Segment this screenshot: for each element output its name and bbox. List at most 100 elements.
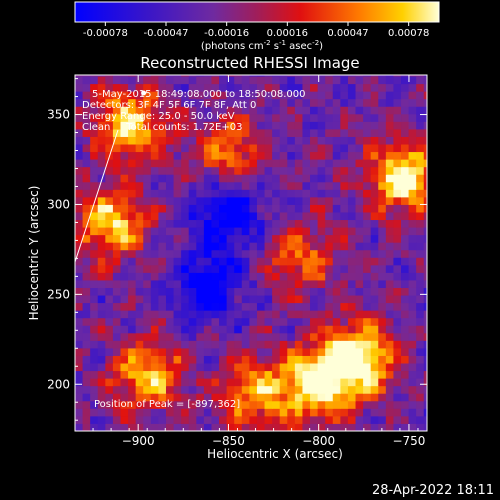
heatmap-cell [135, 347, 144, 356]
heatmap-cell [82, 287, 91, 296]
heatmap-cell [347, 249, 357, 258]
heatmap-cell [347, 189, 357, 198]
heatmap-cell [135, 91, 144, 100]
heatmap-cell [317, 75, 326, 77]
heatmap-cell [378, 121, 387, 130]
heatmap-cell [219, 415, 228, 424]
heatmap-cell [234, 332, 243, 341]
heatmap-cell [408, 106, 417, 115]
heatmap-cell [219, 408, 228, 417]
heatmap-cell [90, 385, 99, 394]
heatmap-cell [120, 279, 129, 288]
heatmap-cell [279, 75, 288, 77]
heatmap-cell [226, 355, 235, 364]
heatmap-cell [211, 219, 220, 228]
heatmap-cell [135, 393, 144, 402]
heatmap-cell [279, 113, 288, 122]
heatmap-cell [401, 151, 410, 160]
heatmap-cell [105, 295, 114, 304]
heatmap-cell [287, 287, 296, 296]
heatmap-cell [256, 151, 266, 160]
heatmap-cell [135, 113, 144, 122]
heatmap-cell [317, 181, 326, 190]
heatmap-cell [287, 136, 296, 145]
heatmap-cell [97, 332, 106, 341]
heatmap-cell [370, 302, 379, 311]
heatmap-cell [408, 227, 417, 236]
heatmap-cell [340, 219, 349, 228]
heatmap-cell [317, 264, 326, 273]
heatmap-cell [181, 174, 190, 183]
heatmap-cell [302, 370, 311, 379]
heatmap-cell [128, 355, 137, 364]
heatmap-cell [264, 363, 273, 372]
heatmap-cell [226, 98, 235, 107]
heatmap-cell [211, 272, 220, 281]
heatmap-cell [75, 302, 84, 311]
heatmap-cell [173, 370, 182, 379]
heatmap-cell [310, 113, 319, 122]
heatmap-cell [90, 121, 99, 130]
heatmap-cell [256, 408, 266, 417]
heatmap-cell [385, 370, 394, 379]
heatmap-cell [310, 106, 319, 115]
heatmap-cell [226, 174, 235, 183]
heatmap-cell [165, 264, 175, 273]
heatmap-cell [211, 98, 220, 107]
y-tick-label: 250 [47, 287, 70, 301]
heatmap-cell [234, 144, 243, 153]
heatmap-cell [294, 181, 303, 190]
heatmap-cell [332, 91, 341, 100]
heatmap-cell [310, 363, 319, 372]
heatmap-cell [332, 332, 341, 341]
heatmap-cell [363, 144, 372, 153]
heatmap-cell [347, 317, 357, 326]
heatmap-cell [378, 415, 387, 424]
heatmap-cell [325, 106, 334, 115]
heatmap-cell [355, 302, 364, 311]
heatmap-cell [165, 91, 175, 100]
heatmap-cell [97, 310, 106, 319]
heatmap-cell [332, 295, 341, 304]
heatmap-cell [181, 189, 190, 198]
heatmap-cell [401, 415, 410, 424]
heatmap-cell [317, 363, 326, 372]
heatmap-cell [325, 279, 334, 288]
colorbar-gradient [74, 1, 440, 23]
heatmap-cell [82, 393, 91, 402]
heatmap-cell [97, 423, 106, 431]
heatmap-cell [128, 166, 137, 175]
heatmap-cell [401, 242, 410, 251]
heatmap-cell [211, 75, 220, 77]
heatmap-cell [165, 415, 175, 424]
heatmap-cell [416, 76, 425, 85]
heatmap-cell [219, 98, 228, 107]
heatmap-cell [355, 393, 364, 402]
heatmap-cell [340, 393, 349, 402]
heatmap-cell [370, 159, 379, 168]
heatmap-cell [203, 159, 212, 168]
heatmap-cell [264, 76, 273, 85]
heatmap-cell [378, 174, 387, 183]
heatmap-cell [188, 181, 197, 190]
heatmap-cell [173, 128, 182, 137]
heatmap-cell [128, 287, 137, 296]
heatmap-cell [82, 83, 91, 92]
heatmap-cell [272, 242, 281, 251]
heatmap-cell [82, 189, 91, 198]
heatmap-cell [112, 91, 121, 100]
heatmap-cell [355, 83, 364, 92]
heatmap-cell [385, 264, 394, 273]
heatmap-cell [196, 272, 205, 281]
heatmap-cell [416, 408, 425, 417]
heatmap-cell [219, 196, 228, 205]
x-tick-label: −850 [212, 434, 245, 448]
heatmap-cell [370, 144, 379, 153]
heatmap-cell [203, 408, 212, 417]
heatmap-cell [408, 136, 417, 145]
heatmap-cell [347, 264, 357, 273]
heatmap-cell [135, 98, 144, 107]
heatmap-cell [340, 347, 349, 356]
heatmap-cell [196, 219, 205, 228]
heatmap-cell [219, 317, 228, 326]
